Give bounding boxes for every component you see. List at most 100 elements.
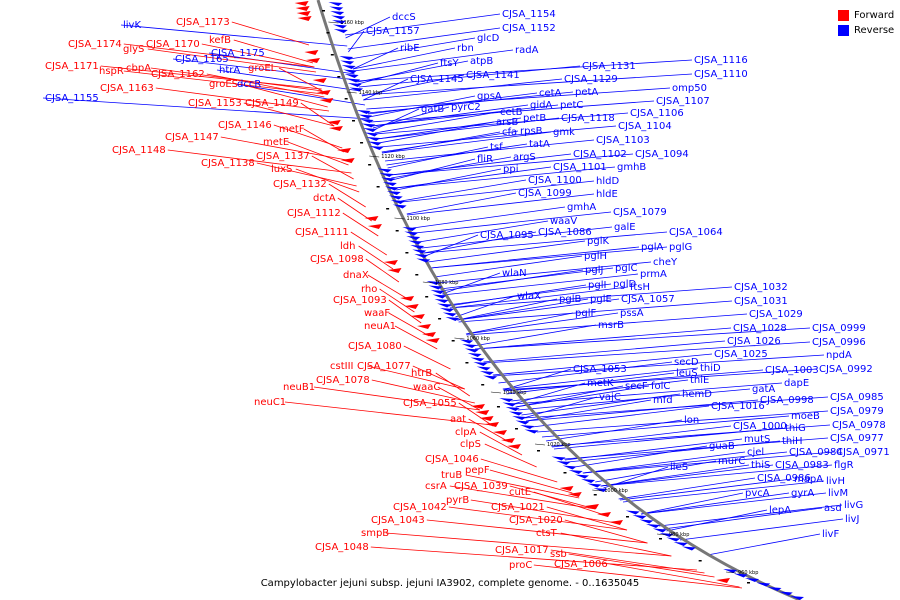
reverse-leader-line [363,78,563,101]
reverse-gene-label: cjel [747,447,764,458]
reverse-gene-label: lon [684,415,699,426]
forward-gene-label: CJSA_1112 [287,208,341,219]
feature-mark [415,274,419,276]
reverse-gene-arrow [340,60,355,65]
reverse-gene-arrow [366,137,381,141]
reverse-leader-line [531,405,710,428]
reverse-gene-label: gmhB [617,162,646,173]
reverse-gene-label: pglA [641,242,663,253]
reverse-leader-line [574,445,708,468]
forward-leader-line [480,458,558,483]
reverse-leader-line [390,153,634,176]
reverse-leader-line [372,104,559,127]
reverse-leader-line [427,240,586,263]
reverse-gene-label: CJSA_1129 [564,74,618,85]
reverse-gene-arrow [432,294,447,299]
reverse-leader-line [418,220,549,243]
reverse-gene-label: atpB [470,56,493,67]
forward-gene-arrow [475,410,490,415]
reverse-gene-arrow [332,20,346,24]
reverse-leader-line [395,166,552,189]
reverse-gene-label: gmhA [567,202,596,213]
forward-gene-arrow [597,512,611,517]
forward-gene-arrow [567,492,582,497]
forward-gene-arrow [304,50,319,55]
reverse-leader-line [506,372,675,395]
reverse-leader-line [707,533,821,556]
forward-gene-label: CJSA_1147 [165,132,219,143]
forward-leader-line [489,469,573,494]
reverse-gene-arrow [332,24,347,29]
reverse-leader-line [448,284,587,307]
reverse-gene-arrow [410,245,425,249]
reverse-gene-arrow [476,366,491,371]
forward-leader-line [278,67,323,92]
feature-mark [698,560,702,562]
forward-leader-line [370,546,698,571]
forward-gene-label: dctA [313,193,336,204]
reverse-leader-line [367,91,574,114]
scale-tick-mark [656,533,668,536]
legend-swatch-forward [838,10,849,21]
reverse-gene-label: CJSA_1079 [613,207,667,218]
reverse-gene-label: CJSA_1064 [669,227,723,238]
reverse-leader-line [406,192,517,215]
reverse-leader-line [386,143,528,166]
forward-gene-arrow [383,260,398,265]
reverse-gene-label: tsf [490,142,503,153]
reverse-gene-label: CJSA_1131 [582,61,636,72]
reverse-gene-arrow [388,195,403,200]
reverse-gene-arrow [426,281,441,285]
reverse-leader-line [430,246,640,269]
forward-gene-arrow [400,296,415,301]
reverse-gene-label: petB [523,113,546,124]
reverse-leader-line [523,396,829,419]
reverse-gene-arrow [344,74,359,78]
reverse-leader-line [421,226,613,249]
reverse-gene-label: leuS [676,368,698,379]
reverse-leader-line [640,492,790,515]
forward-gene-label: CJSA_1043 [371,515,425,526]
forward-leader-line [365,258,400,283]
reverse-leader-line [536,410,829,433]
reverse-gene-label: petC [560,100,583,111]
reverse-gene-label: CJSA_1116 [694,55,748,66]
reverse-gene-arrow [464,348,479,353]
reverse-gene-label: CJSA_1145 [410,74,464,85]
reverse-leader-line [517,388,751,411]
reverse-gene-label: dccR [237,79,261,90]
reverse-gene-arrow [673,542,688,546]
scale-tick-label: 1000 kbp [604,488,628,494]
reverse-gene-label: CJSA_1101 [553,162,607,173]
reverse-leader-line [363,78,409,101]
forward-gene-arrow [328,126,343,131]
reverse-gene-label: livJ [845,514,859,525]
reverse-leader-line [234,83,366,106]
forward-gene-label: CJSA_1093 [333,295,387,306]
reverse-leader-line [412,206,566,229]
forward-leader-line [379,288,415,313]
forward-gene-label: neuA1 [364,321,396,332]
reverse-gene-arrow [499,398,514,402]
reverse-gene-label: thiD [700,363,721,374]
reverse-gene-arrow [745,578,759,582]
reverse-gene-label: livH [826,476,845,487]
forward-leader-line [239,83,328,108]
reverse-leader-line [442,272,501,295]
reverse-gene-label: CJSA_1152 [502,23,556,34]
reverse-gene-label: ileS [670,462,688,473]
forward-leader-line [313,386,480,411]
reverse-leader-line [361,73,693,96]
reverse-gene-label: rbn [457,43,474,54]
feature-mark [360,142,364,144]
feature-mark [515,428,518,430]
reverse-gene-label: folC [651,381,670,392]
scale-tick-mark [454,337,465,340]
reverse-gene-label: CJSA_1118 [561,113,615,124]
scale-tick-mark [725,571,737,574]
reverse-gene-arrow [358,114,373,119]
feature-mark [352,120,355,122]
reverse-leader-line [492,353,713,376]
forward-gene-label: CJSA_1042 [393,502,447,513]
